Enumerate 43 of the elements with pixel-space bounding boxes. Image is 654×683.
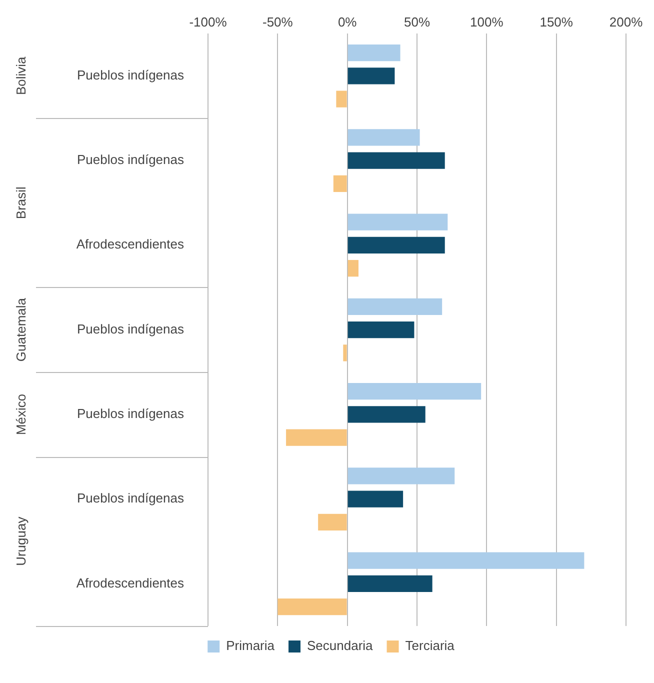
y-tick-label: Afrodescendientes [76, 575, 184, 590]
bar [278, 598, 347, 616]
x-tick-label: 150% [540, 14, 574, 30]
text: Bolivia [14, 56, 29, 96]
bar [348, 406, 426, 423]
x-tick-label: 100% [470, 14, 504, 30]
bar [348, 152, 445, 169]
bar [348, 321, 414, 338]
y-tick-label: Pueblos indígenas [77, 490, 184, 506]
bar [348, 490, 404, 508]
bar [348, 44, 400, 62]
y-tick-label: Pueblos indígenas [77, 321, 184, 336]
bar [348, 552, 584, 569]
bar [348, 68, 395, 84]
text: México [14, 394, 29, 436]
legend-label: Secundaria [307, 638, 374, 654]
bar [343, 344, 347, 362]
x-tick-label: 0% [338, 14, 358, 30]
bar [348, 236, 445, 254]
bar [348, 575, 432, 592]
text: Guatemala [14, 297, 29, 362]
bar [348, 298, 442, 315]
y-tick-label: Afrodescendientes [76, 236, 184, 252]
bar [348, 382, 482, 400]
bar [348, 468, 455, 484]
x-tick-label: -100% [189, 14, 228, 30]
bar [348, 260, 358, 277]
y-tick-label: Pueblos indígenas [77, 152, 184, 168]
y-tick-label: Pueblos indígenas [77, 67, 184, 82]
bar [336, 90, 347, 108]
text: Brasil [14, 186, 29, 220]
bar [348, 129, 420, 146]
bar [333, 175, 347, 192]
bar [286, 429, 347, 446]
x-tick-label: -50% [262, 14, 294, 30]
x-tick-label: 50% [404, 14, 430, 30]
y-tick-label: Pueblos indígenas [77, 406, 184, 422]
legend-label: Terciaria [405, 638, 456, 654]
bar [348, 214, 448, 230]
legend-label: Primaria [226, 638, 276, 654]
bar [318, 514, 347, 531]
x-tick-label: 200% [609, 14, 644, 30]
text: Uruguay [14, 516, 29, 566]
